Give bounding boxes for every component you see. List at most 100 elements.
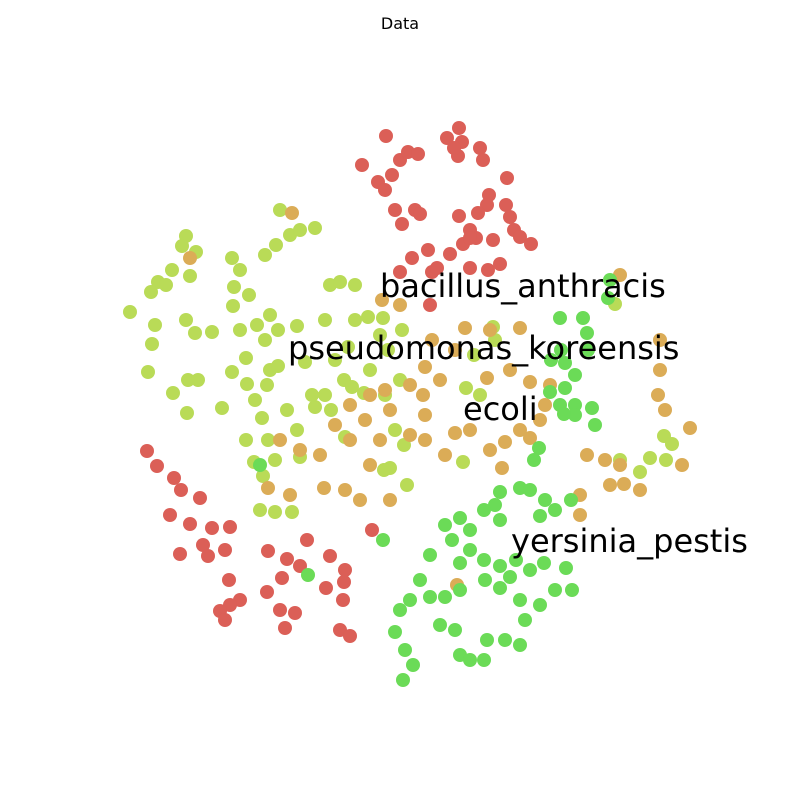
data-point [433,373,447,387]
data-point [336,593,350,607]
data-point [395,323,409,337]
data-point [581,343,595,357]
data-point [513,638,527,652]
data-point [377,463,391,477]
data-point [406,658,420,672]
data-point [179,313,193,327]
data-point [453,583,467,597]
data-point [301,568,315,582]
data-point [398,643,412,657]
data-point [275,571,289,585]
data-point [183,517,197,531]
data-point [653,333,667,347]
data-point [553,311,567,325]
data-point [438,448,452,462]
data-point [483,323,497,337]
data-point [290,423,304,437]
data-point [476,153,490,167]
data-point [271,359,285,373]
data-point [585,401,599,415]
data-point [159,278,173,292]
data-point [533,509,547,523]
data-point [456,455,470,469]
data-point [141,365,155,379]
data-point [253,503,267,517]
data-point [533,598,547,612]
data-point [376,533,390,547]
data-point [256,469,270,483]
data-point [543,385,557,399]
data-point [643,451,657,465]
data-point [191,373,205,387]
data-point [396,673,410,687]
data-point [268,453,282,467]
data-point [524,237,538,251]
data-point [659,453,673,467]
data-point [328,353,342,367]
data-point [499,198,513,212]
cluster-label: pseudomonas_koreensis [288,329,679,367]
data-point [568,368,582,382]
data-point [503,363,517,377]
data-point [513,423,527,437]
data-point [523,563,537,577]
data-point [393,298,407,312]
data-point [477,503,491,517]
data-point [448,343,462,357]
data-point [293,223,307,237]
data-point [498,435,512,449]
data-point [373,328,387,342]
data-point [222,573,236,587]
data-point [348,278,362,292]
data-point [268,505,282,519]
data-point [405,251,419,265]
data-point [261,481,275,495]
data-point [613,458,627,472]
data-point [653,363,667,377]
data-point [298,355,312,369]
data-point [478,573,492,587]
data-point [452,121,466,135]
data-point [193,491,207,505]
data-point [150,459,164,473]
data-point [317,481,331,495]
data-point [253,458,267,472]
data-point [538,493,552,507]
data-point [218,543,232,557]
data-point [463,523,477,537]
data-point [603,478,617,492]
data-point [403,378,417,392]
chart-title: Data [380,14,420,33]
data-point [388,625,402,639]
data-point [523,375,537,389]
data-point [438,590,452,604]
data-point [558,356,572,370]
data-point [558,381,572,395]
data-point [448,426,462,440]
data-point [261,544,275,558]
data-point [285,505,299,519]
data-point [463,543,477,557]
data-point [423,298,437,312]
data-point [273,603,287,617]
data-point [258,333,272,347]
data-point [493,581,507,595]
data-point [240,377,254,391]
data-point [513,230,527,244]
data-point [280,403,294,417]
data-point [568,408,582,422]
data-point [250,318,264,332]
data-point [463,653,477,667]
cluster-label: ecoli [463,390,538,428]
data-point [425,333,439,347]
data-point [423,548,437,562]
data-point [144,285,158,299]
data-point [288,606,302,620]
data-point [488,498,502,512]
data-point [375,293,389,307]
data-point [430,261,444,275]
data-point [565,583,579,597]
data-point [403,428,417,442]
data-point [233,323,247,337]
data-point [345,380,359,394]
